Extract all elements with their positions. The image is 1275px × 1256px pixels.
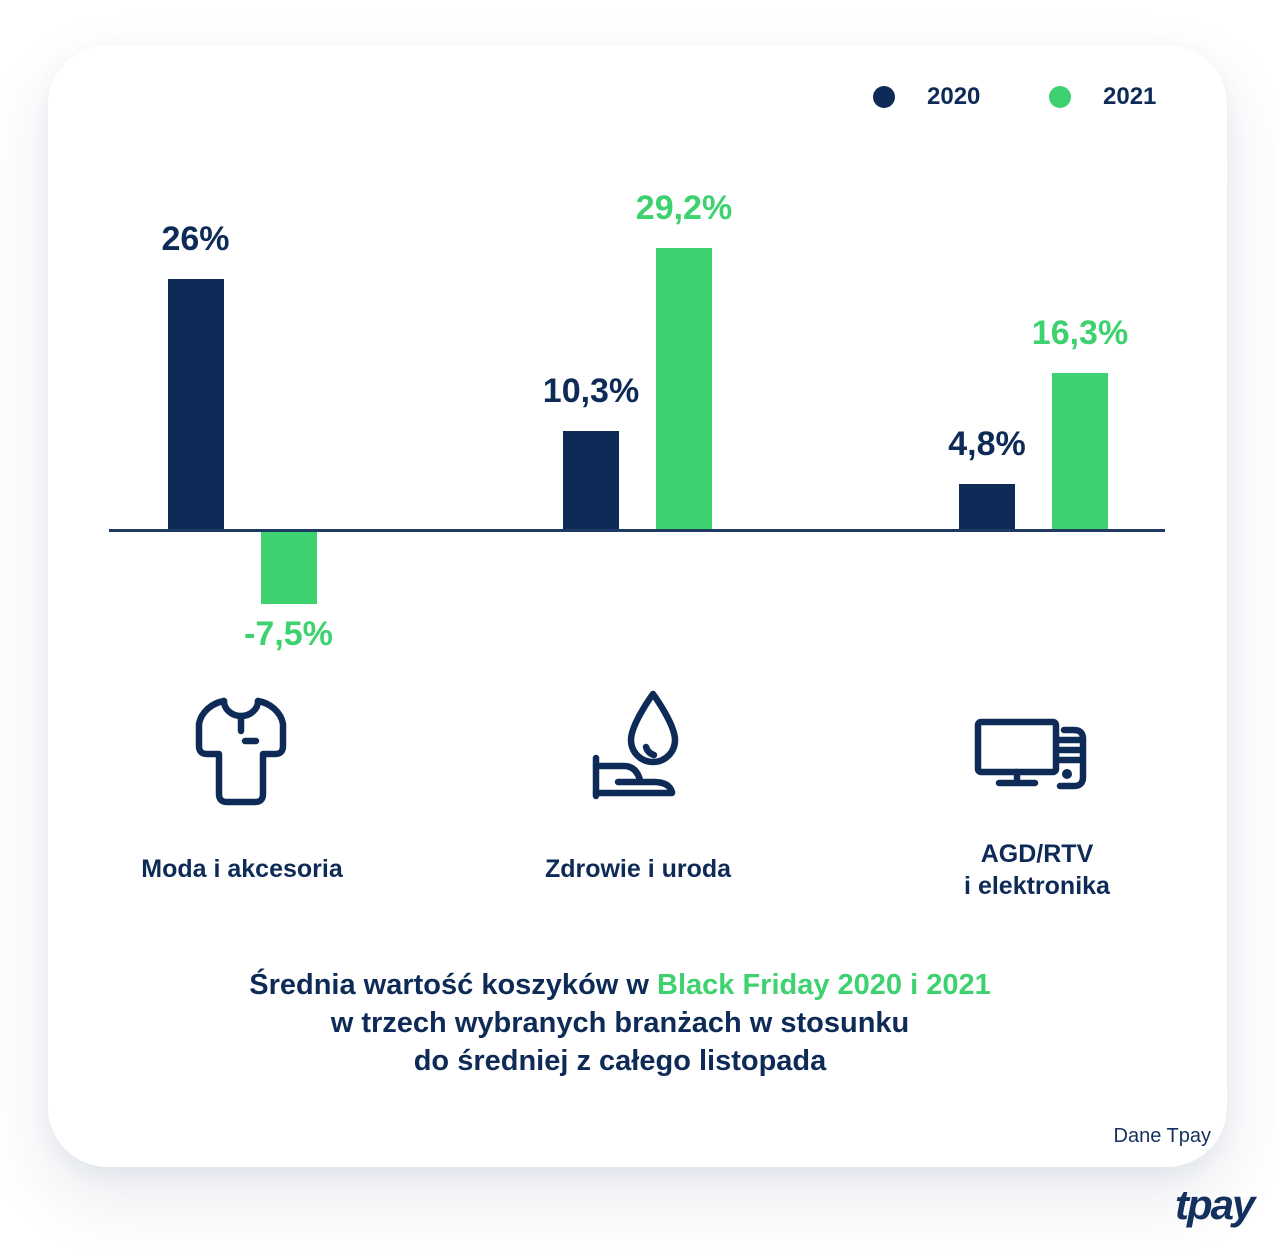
category-label-text: AGD/RTV	[980, 840, 1094, 868]
value-label-2021-1: 29,2%	[635, 189, 733, 227]
tshirt-icon	[189, 694, 293, 808]
category-label-text: Moda i akcesoria	[141, 855, 343, 883]
category-label-zdrowie: Zdrowie i uroda	[545, 853, 731, 885]
data-source-note: Dane Tpay	[1113, 1125, 1211, 1147]
bar-2021-1	[656, 248, 712, 531]
category-label-text: Zdrowie i uroda	[544, 855, 732, 883]
title-line-1: Średnia wartość koszyków w Black Friday …	[0, 966, 1240, 1004]
legend-dot-2021	[1049, 86, 1071, 108]
legend-label-2020: 2020	[927, 83, 981, 110]
legend-dot-2020	[873, 86, 895, 108]
bar-2021-0	[260, 531, 317, 604]
category-label-agd: AGD/RTV i elektronika	[964, 838, 1110, 902]
value-label-2021-0: -7,5%	[244, 615, 333, 653]
bar-2021-2	[1052, 373, 1108, 531]
bar-2020-1	[563, 431, 619, 531]
title-line1-prefix: Średnia wartość koszyków w	[249, 969, 658, 1001]
tpay-logo: tpay	[1175, 1181, 1255, 1228]
x-axis-line	[109, 529, 1165, 532]
bar-2020-2	[959, 484, 1015, 531]
category-label-moda: Moda i akcesoria	[141, 853, 342, 885]
waterdrop-hand-icon	[584, 690, 690, 802]
title-line1-highlight: Black Friday 2020 i 2021	[657, 969, 991, 1001]
value-label-2020-0: 26%	[161, 220, 230, 258]
legend-label-2021: 2021	[1103, 83, 1157, 110]
computer-icon	[974, 718, 1090, 790]
infographic-card	[48, 45, 1227, 1167]
bar-2020-0	[167, 279, 224, 531]
value-label-2020-2: 4,8%	[948, 425, 1026, 463]
chart-title: Średnia wartość koszyków w Black Friday …	[0, 966, 1240, 1080]
value-label-2020-1: 10,3%	[542, 372, 640, 410]
title-line-2: w trzech wybranych branżach w stosunku	[330, 1007, 910, 1039]
value-label-2021-2: 16,3%	[1031, 314, 1129, 352]
title-line-3: do średniej z całego listopada	[413, 1045, 827, 1077]
category-label-text: i elektronika	[964, 872, 1110, 900]
